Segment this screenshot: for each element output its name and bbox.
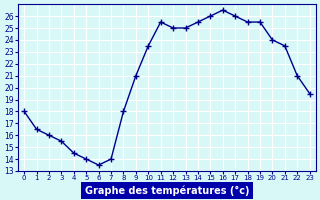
X-axis label: Graphe des températures (°c): Graphe des températures (°c) bbox=[85, 185, 249, 196]
